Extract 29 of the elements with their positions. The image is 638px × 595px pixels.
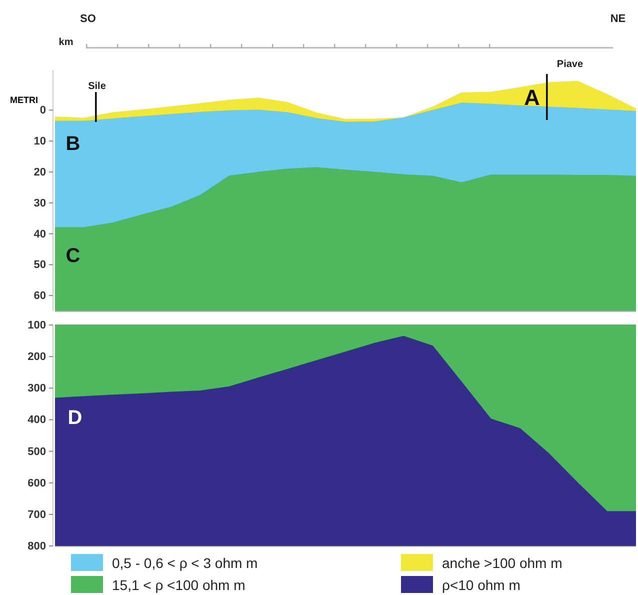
y-tick-label: 700 — [28, 508, 46, 521]
y-tick-label: 40 — [34, 228, 46, 240]
annotation: B — [66, 133, 80, 155]
annotation: C — [66, 245, 80, 267]
text: NE — [610, 13, 626, 25]
y-tick-label: 100 — [28, 320, 46, 332]
y-tick-label: 300 — [28, 382, 46, 395]
legend-label: 0,5 - 0,6 < ρ < 3 ohm m — [112, 555, 258, 571]
y-tick-label: 800 — [28, 540, 46, 553]
y-tick-label: 500 — [28, 446, 46, 458]
annotation: A — [524, 85, 540, 110]
annotation: Sile — [88, 81, 106, 92]
y-axis-title: METRI — [10, 95, 38, 105]
y-tick-label: 10 — [34, 136, 46, 148]
text: SO — [80, 13, 96, 25]
text: km — [58, 37, 74, 48]
y-tick-label: 60 — [34, 290, 46, 302]
legend-label: anche >100 ohm m — [442, 555, 562, 571]
legend-label: ρ<10 ohm m — [442, 577, 520, 593]
y-tick-label: 30 — [34, 197, 46, 210]
y-tick-label: 600 — [28, 477, 46, 490]
y-tick-label: 50 — [34, 259, 46, 272]
annotation: D — [68, 407, 82, 429]
legend-label: 15,1 < ρ <100 ohm m — [112, 577, 246, 593]
y-tick-label: 200 — [28, 351, 46, 364]
y-tick-label: 0 — [40, 104, 46, 117]
y-tick-label: 400 — [28, 414, 46, 426]
y-tick-label: 20 — [34, 166, 46, 178]
annotation: Piave — [556, 59, 584, 70]
